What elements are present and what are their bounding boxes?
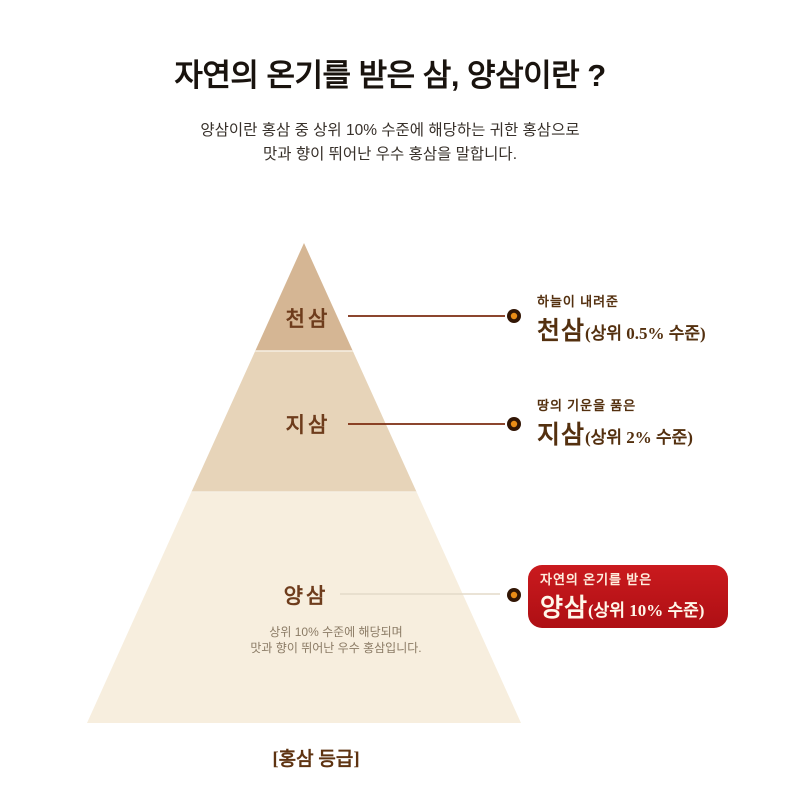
yangsam-description: 상위 10% 수준에 해당되며 맛과 향이 뛰어난 우수 홍삼입니다. (250, 624, 421, 656)
page-title: 자연의 온기를 받은 삼, 양삼이란 ? (174, 58, 606, 93)
connector-marker-cheonsam-center (510, 312, 518, 320)
yangsam-description-line2: 맛과 향이 뛰어난 우수 홍삼입니다. (250, 641, 422, 655)
pyramid-tier1-shape (255, 243, 353, 351)
annotation-jisam-grade: 지삼(상위 2% 수준) (537, 415, 693, 451)
annotation-jisam: 땅의 기운을 품은 지삼(상위 2% 수준) (537, 398, 693, 451)
connector-marker-yangsam-center (510, 591, 518, 599)
pyramid-tier2-shape (191, 351, 417, 492)
yangsam-description-line1: 상위 10% 수준에 해당되며 (269, 625, 403, 639)
annotation-jisam-name: 지삼 (537, 422, 586, 449)
pyramid-tier3-shape (87, 492, 521, 723)
annotation-jisam-tagline: 땅의 기운을 품은 (537, 398, 637, 413)
annotation-yangsam-detail: (상위 10% 수준) (588, 601, 705, 620)
annotation-cheonsam-detail: (상위 0.5% 수준) (585, 324, 706, 343)
tier-label-jisam: 지삼 (285, 413, 331, 437)
tier-label-cheonsam: 천삼 (285, 307, 331, 331)
annotation-yangsam-badge: 자연의 온기를 받은 양삼(상위 10% 수준) (528, 565, 728, 628)
page-subtitle: 양삼이란 홍삼 중 상위 10% 수준에 해당하는 귀한 홍삼으로 맛과 향이 … (0, 119, 780, 167)
annotation-cheonsam-grade: 천삼(상위 0.5% 수준) (537, 311, 706, 347)
subtitle-line1: 양삼이란 홍삼 중 상위 10% 수준에 해당하는 귀한 홍삼으로 (200, 122, 580, 139)
connector-marker-jisam-center (510, 420, 518, 428)
annotation-yangsam-name: 양삼 (540, 595, 589, 622)
annotation-cheonsam-tagline: 하늘이 내려준 (537, 294, 620, 309)
annotation-cheonsam-name: 천삼 (537, 318, 586, 345)
annotation-yangsam-grade: 양삼(상위 10% 수준) (540, 588, 728, 624)
tier-label-yangsam: 양삼 (283, 584, 329, 608)
pyramid-caption: [홍삼 등급] (272, 749, 360, 770)
annotation-jisam-detail: (상위 2% 수준) (585, 428, 693, 447)
subtitle-line2: 맛과 향이 뛰어난 우수 홍삼을 말합니다. (263, 146, 517, 163)
annotation-yangsam-tagline: 자연의 온기를 받은 (540, 572, 653, 587)
annotation-cheonsam: 하늘이 내려준 천삼(상위 0.5% 수준) (537, 294, 706, 347)
